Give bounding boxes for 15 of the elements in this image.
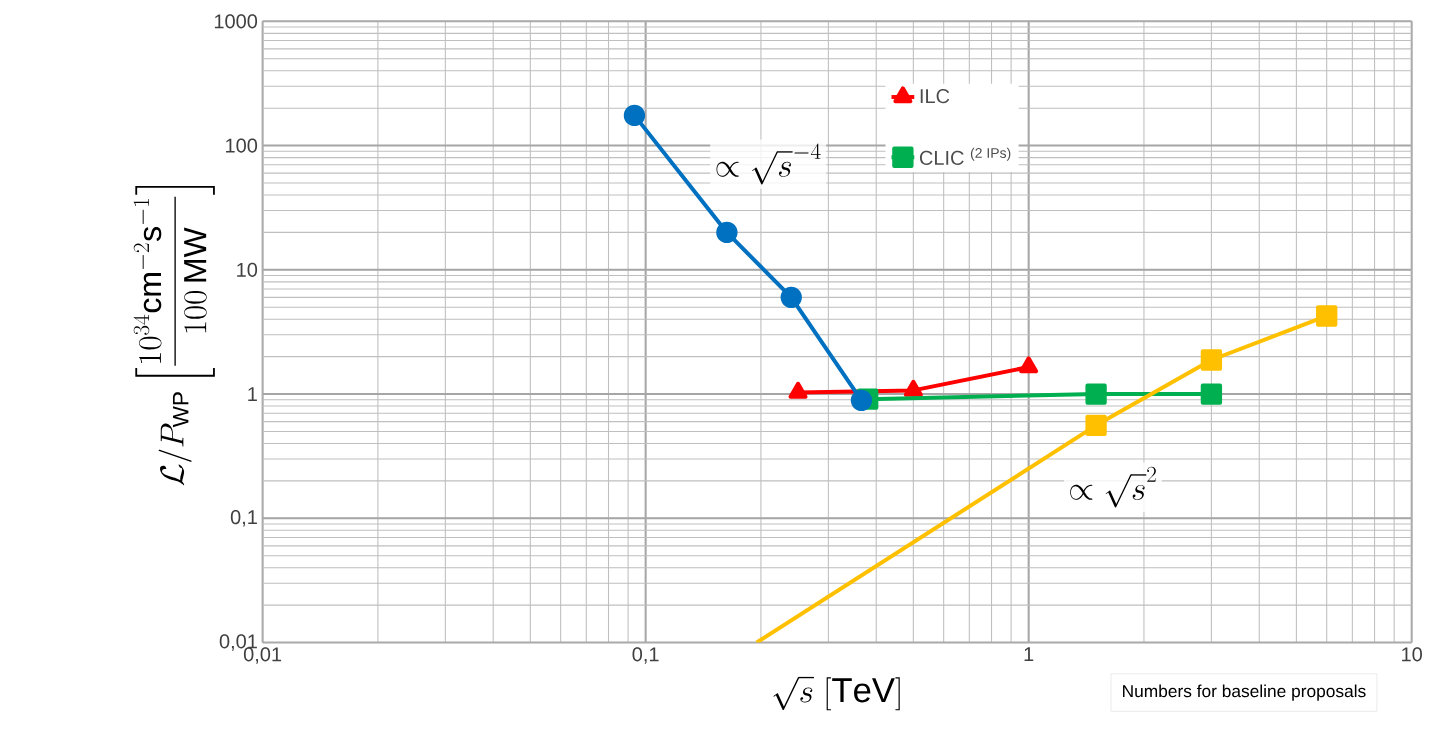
y-tick-label: 10 — [237, 262, 258, 277]
y-tick-label: 1000 — [214, 14, 258, 29]
legend-label: ILC — [920, 89, 950, 104]
annotation: $\propto\sqrt{s}^{-4}$ — [716, 143, 821, 185]
legend-label: CLIC $^{(2 IPs)}$ — [919, 147, 1011, 166]
text: Numbers for baseline proposals — [1123, 684, 1366, 701]
annotation: $\propto\sqrt{s}^{2}$ — [1070, 466, 1156, 508]
y-tick-label: 1 — [248, 387, 257, 401]
y-tick-label: 100 — [226, 138, 258, 153]
x-axis-title: $\sqrt{s}\;[\mathrm{TeV}]$ — [773, 676, 900, 711]
y-axis-title: $\mathcal{L}/P_{\mathrm{WP}}\left[\frac{10^{34}\mathrm{cm}^{-2}\mathrm{s}^{-1}}{100\,\mathrm{MW}}\right]$ — [133, 186, 215, 486]
x-tick-label: 1 — [1024, 647, 1034, 662]
y-tick-label: 0,1 — [230, 510, 257, 527]
x-tick-label: 0,1 — [632, 647, 659, 664]
x-tick-label: 10 — [1402, 647, 1422, 662]
